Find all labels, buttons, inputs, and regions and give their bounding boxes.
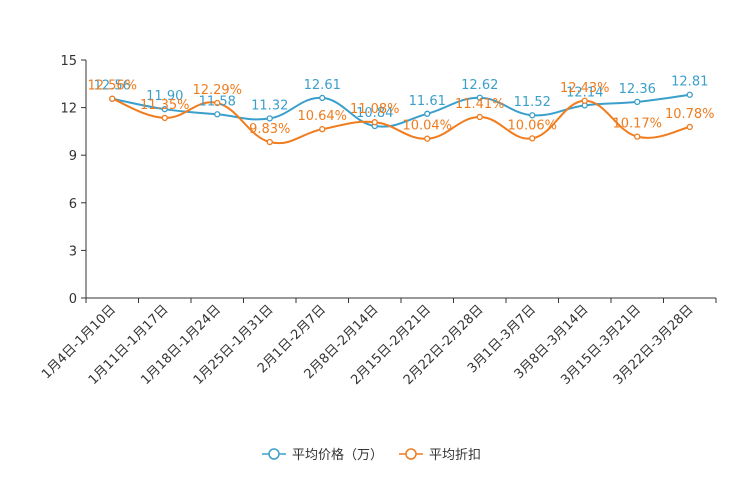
data-label: 12.56%: [87, 79, 137, 94]
data-label: 12.36: [619, 82, 656, 97]
data-label: 10.04%: [402, 119, 452, 134]
data-point: [476, 94, 483, 101]
data-label: 11.41%: [455, 97, 505, 112]
y-tick-label: 12: [60, 102, 77, 117]
data-point: [371, 119, 378, 126]
data-label: 12.61: [304, 78, 341, 93]
data-label: 12.43%: [560, 81, 610, 96]
data-point: [161, 114, 168, 122]
data-label: 11.08%: [350, 102, 400, 117]
data-point: [266, 138, 273, 146]
data-label: 11.58: [199, 94, 236, 109]
y-axis-ticks: 0 3 6 9 12 15: [60, 54, 86, 307]
data-label: 11.61: [409, 94, 446, 109]
legend-marker-icon: [405, 448, 417, 460]
series: [109, 91, 693, 146]
series-line-1: [112, 93, 690, 128]
data-point: [581, 97, 588, 104]
x-axis-labels: 1月4日-1月10日1月11日-1月17日1月18日-1月24日1月25日-1月…: [39, 298, 717, 388]
data-point: [476, 113, 483, 121]
data-labels: 12.56 11.90 11.58 11.32 12.61 10.84 11.61 12.62…: [87, 75, 714, 137]
y-tick-label: 6: [69, 197, 77, 212]
data-point: [529, 112, 536, 119]
legend-label: 平均折扣: [429, 448, 481, 463]
data-point: [319, 94, 326, 102]
data-label: 10.17%: [612, 117, 662, 132]
data-label: 10.64%: [297, 109, 347, 124]
legend-item-2[interactable]: 平均折扣: [399, 448, 481, 463]
data-label: 9.83%: [249, 122, 290, 137]
data-point: [686, 123, 693, 131]
data-label: 10.06%: [507, 118, 557, 133]
legend-marker-icon: [268, 448, 280, 460]
data-label: 12.56: [94, 79, 131, 94]
data-point: [214, 111, 221, 118]
legend-item-1[interactable]: 平均价格（万）: [262, 447, 383, 463]
data-label: 10.78%: [665, 107, 715, 122]
data-point: [214, 99, 221, 107]
data-point: [634, 98, 641, 106]
data-point: [424, 135, 431, 142]
y-tick-label: 9: [69, 149, 77, 164]
data-point: [424, 110, 431, 117]
data-label: 12.14: [566, 85, 603, 100]
data-label: 12.81: [671, 75, 708, 90]
series-line-2: [111, 97, 690, 145]
y-tick-label: 3: [69, 244, 77, 259]
y-tick-label: 0: [69, 292, 77, 307]
data-point: [161, 106, 168, 113]
data-point: [319, 126, 326, 133]
legend-label: 平均价格（万）: [292, 447, 383, 463]
y-tick-label: 15: [60, 54, 77, 69]
data-point: [109, 95, 116, 102]
data-label: 12.29%: [192, 83, 242, 98]
data-point: [266, 115, 273, 122]
data-point: [686, 91, 693, 98]
data-label: 12.62: [461, 78, 498, 93]
data-label: 11.35%: [140, 98, 190, 113]
data-label: 10.84: [356, 106, 393, 121]
data-label: 11.52: [514, 95, 551, 110]
data-label: 11.32: [251, 98, 288, 113]
legend[interactable]: 平均价格（万） 平均折扣: [262, 447, 481, 463]
data-point: [529, 135, 536, 142]
data-label: 11.90: [146, 89, 183, 104]
data-point: [634, 133, 641, 140]
